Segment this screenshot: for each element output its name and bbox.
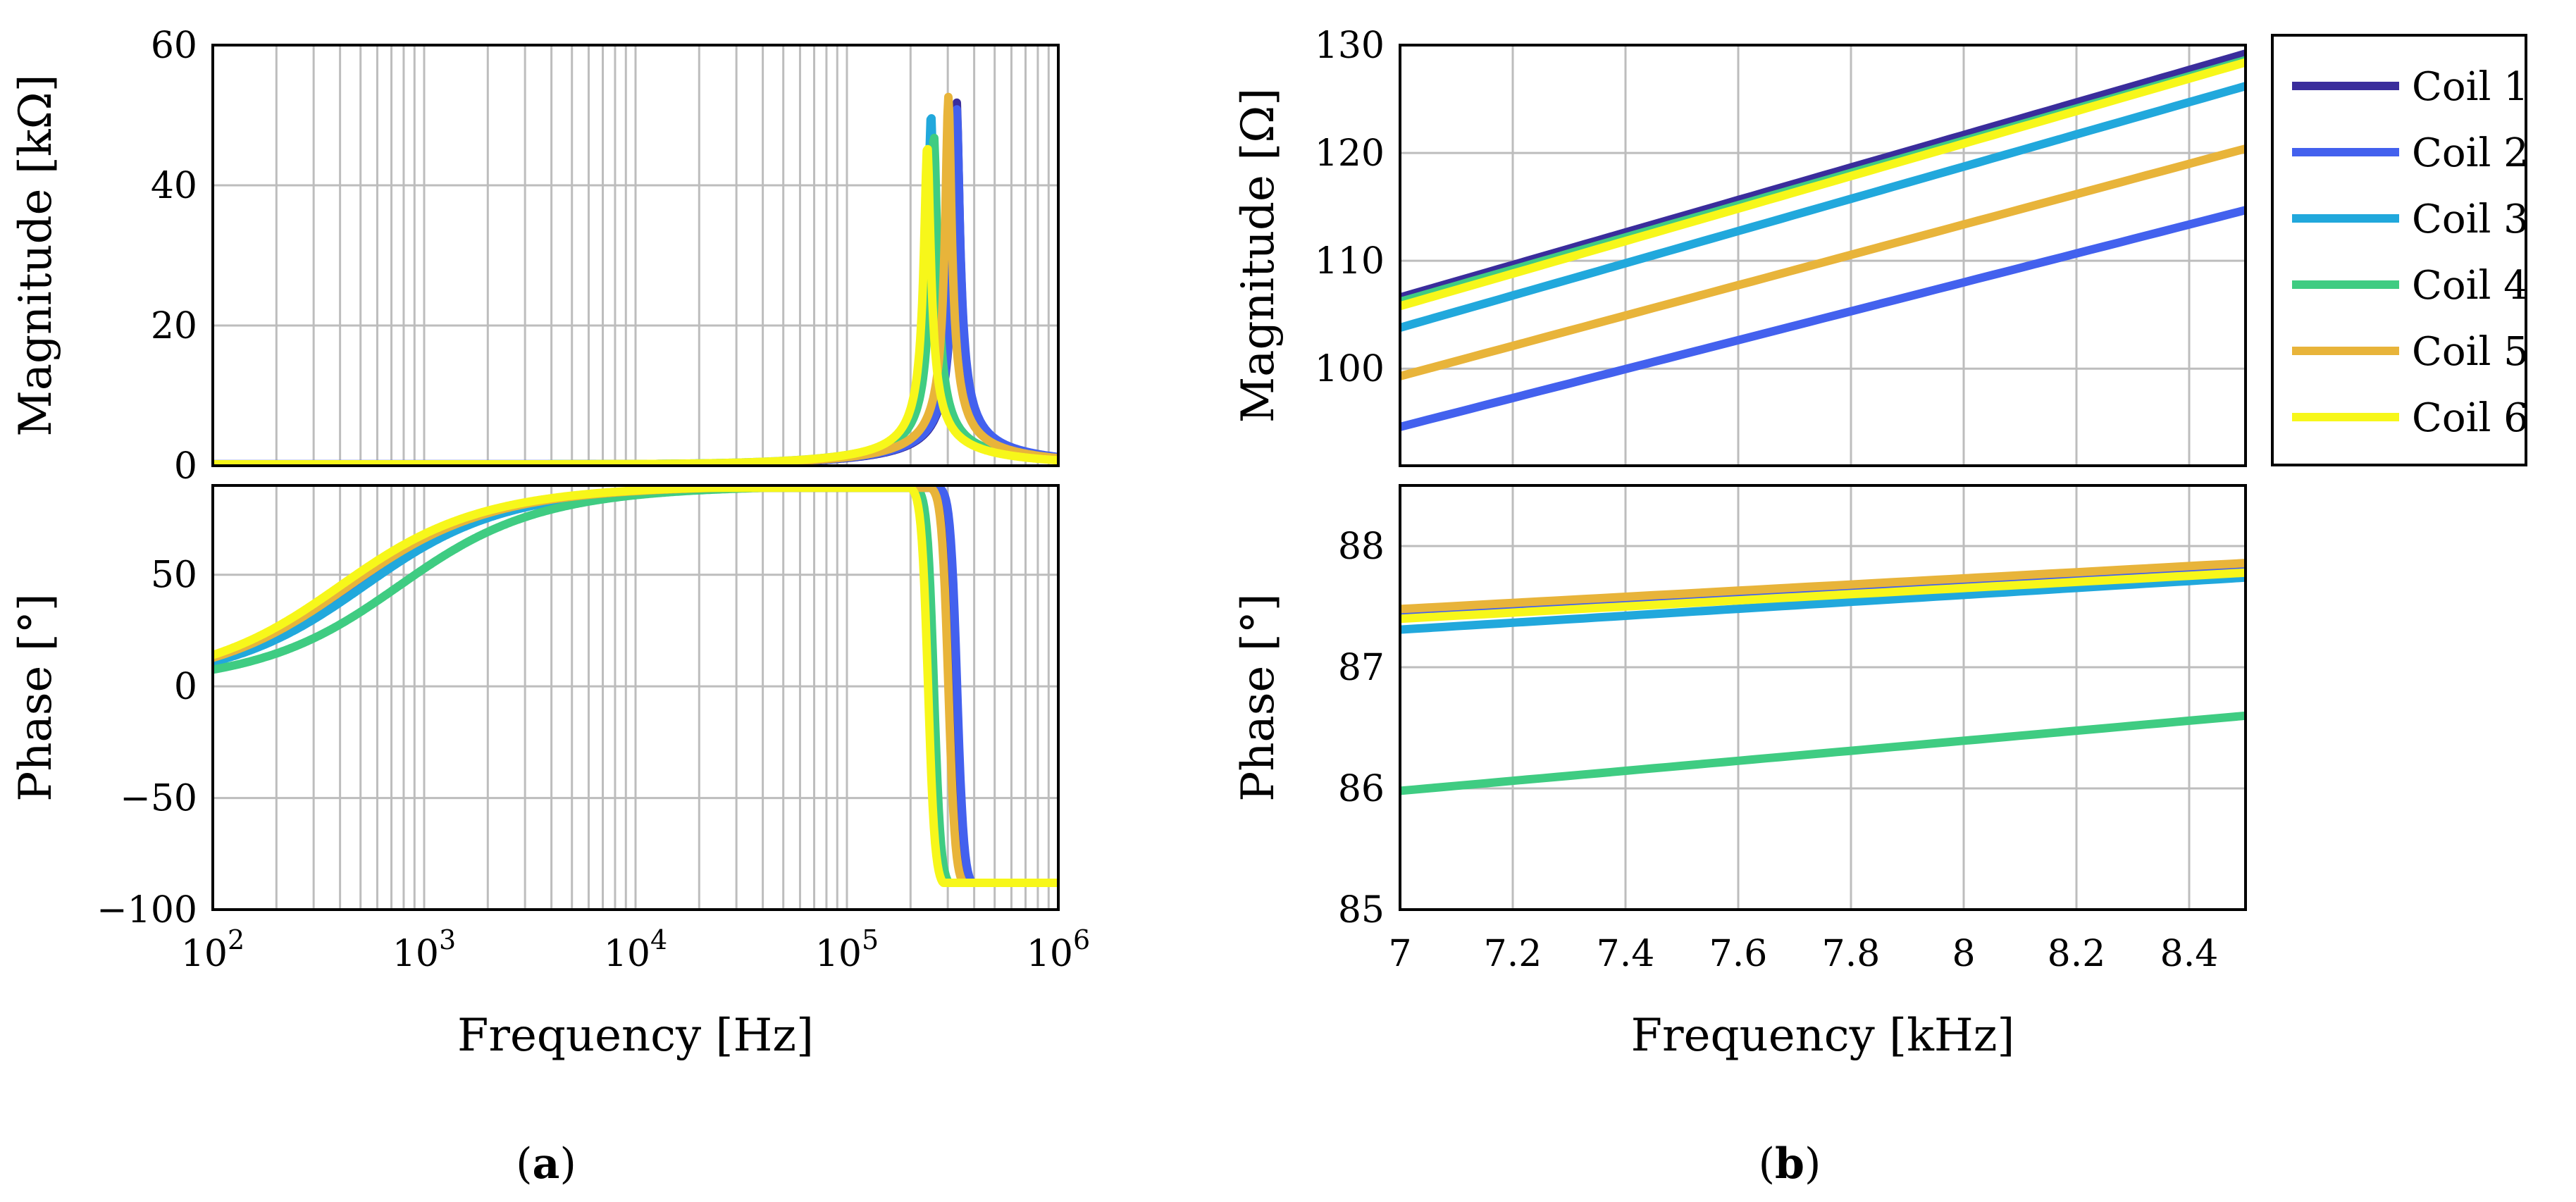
legend-item: Coil 5: [2292, 329, 2529, 375]
series-group: [213, 485, 1058, 887]
y-tick-label: 0: [174, 666, 197, 708]
series-coil-3: [1400, 82, 2246, 333]
y-tick-label: 50: [151, 554, 197, 597]
series-coil-4: [1400, 711, 2246, 795]
y-tick-label: 110: [1315, 240, 1385, 283]
x-axis-label: Frequency [kHz]: [1631, 1010, 2015, 1062]
legend-item: Coil 6: [2292, 395, 2529, 441]
x-axis-label: Frequency [Hz]: [457, 1010, 814, 1062]
legend-label: Coil 4: [2412, 263, 2529, 309]
series-coil-6: [213, 485, 1058, 887]
y-tick-label: 40: [151, 165, 197, 207]
legend-box: [2271, 34, 2527, 466]
series-coil-1: [1400, 49, 2246, 302]
legend-item: Coil 4: [2292, 263, 2529, 309]
y-tick-label: 20: [151, 305, 197, 347]
legend-item: Coil 2: [2292, 130, 2529, 176]
y-tick-label: 87: [1338, 647, 1385, 689]
x-tick-label: 7.8: [1822, 933, 1881, 975]
x-tick-label: 7.6: [1709, 933, 1768, 975]
chart-a-magnitude: 0 20 40 60 Magnitude [kΩ]: [10, 25, 1060, 488]
series-coil-6: [1400, 58, 2246, 311]
y-tick-label: 130: [1315, 25, 1385, 67]
y-tick-label: −100: [97, 889, 197, 931]
x-tick-label: 103: [392, 924, 456, 975]
y-axis-label: Phase [°]: [10, 593, 62, 801]
y-tick-label: 120: [1315, 132, 1385, 175]
chart-b-magnitude: 100 110 120 130 Magnitude [Ω]: [1232, 25, 2247, 467]
grid: [1399, 485, 2246, 911]
caption-a: (a): [516, 1139, 576, 1189]
x-tick-label: 8.2: [2048, 933, 2106, 975]
series-coil-5: [1400, 144, 2246, 380]
series-coil-6: [1400, 568, 2246, 624]
grid: [1399, 44, 2246, 466]
plot-frame: [211, 44, 1060, 467]
y-tick-label: 85: [1338, 889, 1385, 931]
legend-label: Coil 2: [2412, 130, 2529, 176]
y-tick-label: 88: [1338, 526, 1385, 568]
x-tick-label: 105: [815, 924, 879, 975]
y-tick-label: 86: [1338, 768, 1385, 810]
legend-item: Coil 3: [2292, 197, 2529, 242]
x-tick-label: 104: [604, 924, 667, 975]
legend-item: Coil 1: [2292, 64, 2529, 110]
x-tick-label: 7: [1388, 933, 1411, 975]
chart-b-phase: 85 86 87 88 7 7.2 7.4 7.6 7.8 8 8.2 8.4 Phase [°] Fre…: [1232, 484, 2247, 1062]
series-group: [1400, 49, 2246, 431]
legend: Coil 1 Coil 2 Coil 3 Coil 4 Coil 5 Coil 6: [2271, 34, 2529, 466]
y-tick-label: −50: [120, 778, 197, 820]
series-group: [1400, 559, 2246, 795]
y-axis-label: Magnitude [Ω]: [1232, 88, 1284, 423]
x-tick-label: 7.2: [1484, 933, 1542, 975]
x-tick-label: 7.4: [1597, 933, 1655, 975]
legend-label: Coil 3: [2412, 197, 2529, 242]
x-tick-label: 8.4: [2160, 933, 2219, 975]
plot-frame: [1399, 44, 2247, 467]
x-tick-label: 102: [181, 924, 244, 975]
series-coil-3: [1400, 573, 2246, 634]
legend-label: Coil 6: [2412, 395, 2529, 441]
y-tick-label: 60: [151, 25, 197, 67]
caption-b: (b): [1759, 1139, 1821, 1189]
y-tick-label: 100: [1315, 348, 1385, 390]
plot-frame: [211, 484, 1060, 911]
x-tick-label: 8: [1952, 933, 1975, 975]
plot-frame: [1399, 484, 2247, 911]
legend-label: Coil 5: [2412, 329, 2529, 375]
y-axis-label: Phase [°]: [1232, 593, 1284, 801]
legend-label: Coil 1: [2412, 64, 2529, 110]
series-coil-5: [1400, 559, 2246, 614]
series-coil-2: [1400, 206, 2246, 431]
y-axis-label: Magnitude [kΩ]: [10, 74, 62, 436]
y-tick-label: 0: [174, 445, 197, 488]
x-tick-label: 106: [1027, 924, 1090, 975]
